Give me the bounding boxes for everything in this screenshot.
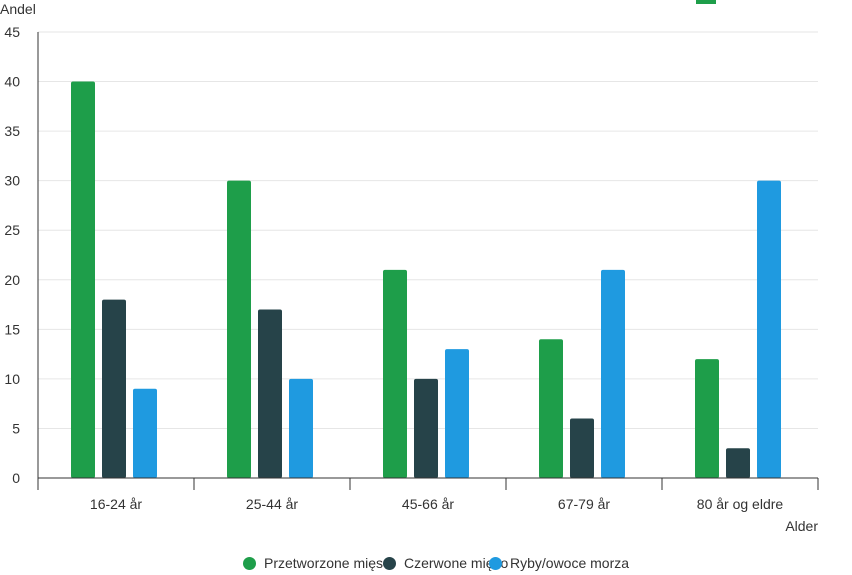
bar xyxy=(71,81,95,479)
bars xyxy=(71,81,781,479)
x-tick-label: 80 år og eldre xyxy=(697,496,784,512)
legend-circle-icon xyxy=(243,556,256,570)
y-axis-title: Andel xyxy=(0,1,36,17)
x-tick-label: 67-79 år xyxy=(558,496,610,512)
y-tick-label: 10 xyxy=(4,371,20,387)
y-tick-label: 20 xyxy=(4,272,20,288)
bar xyxy=(695,359,719,478)
bar xyxy=(539,339,563,478)
y-tick-label: 15 xyxy=(4,321,20,337)
x-axis-title: Alder xyxy=(785,518,818,534)
legend-circle-icon xyxy=(489,556,502,570)
y-tick-label: 40 xyxy=(4,74,20,90)
bar xyxy=(227,180,251,478)
y-tick-label: 35 xyxy=(4,123,20,139)
y-tick-label: 25 xyxy=(4,222,20,238)
legend-circle-icon xyxy=(383,556,396,570)
legend-label: Czerwone mięso xyxy=(404,555,509,571)
legend-label: Przetworzone mięso xyxy=(264,555,391,571)
bar xyxy=(570,418,594,478)
bar xyxy=(414,378,438,478)
x-tick-label: 16-24 år xyxy=(90,496,142,512)
y-tick-label: 0 xyxy=(12,470,20,486)
bar xyxy=(726,448,750,478)
bar xyxy=(601,269,625,478)
x-tick-label: 25-44 år xyxy=(246,496,298,512)
y-tick-label: 45 xyxy=(4,24,20,40)
bar xyxy=(258,309,282,478)
bar xyxy=(102,299,126,478)
legend-label: Ryby/owoce morza xyxy=(510,555,630,571)
x-axis: 16-24 år 25-44 år 45-66 år 67-79 år 80 år og… xyxy=(37,477,819,512)
bar xyxy=(445,349,469,478)
y-tick-label: 5 xyxy=(12,420,20,436)
bar xyxy=(757,180,781,478)
legend-swatch xyxy=(696,0,716,4)
y-tick-label: 30 xyxy=(4,173,20,189)
legend-item[interactable]: Przetworzone mięso xyxy=(243,552,391,574)
x-tick-label: 45-66 år xyxy=(402,496,454,512)
legend-item[interactable]: Ryby/owoce morza xyxy=(489,552,629,574)
y-axis: 0 5 10 15 20 25 30 35 40 45 xyxy=(4,24,39,486)
legend: Przetworzone mięso Czerwone mięso Ryby/owo… xyxy=(0,552,852,574)
legend-item[interactable]: Czerwone mięso xyxy=(383,552,508,574)
bar xyxy=(383,269,407,478)
bar xyxy=(133,388,157,478)
gridlines xyxy=(38,31,818,429)
bar xyxy=(289,378,313,478)
